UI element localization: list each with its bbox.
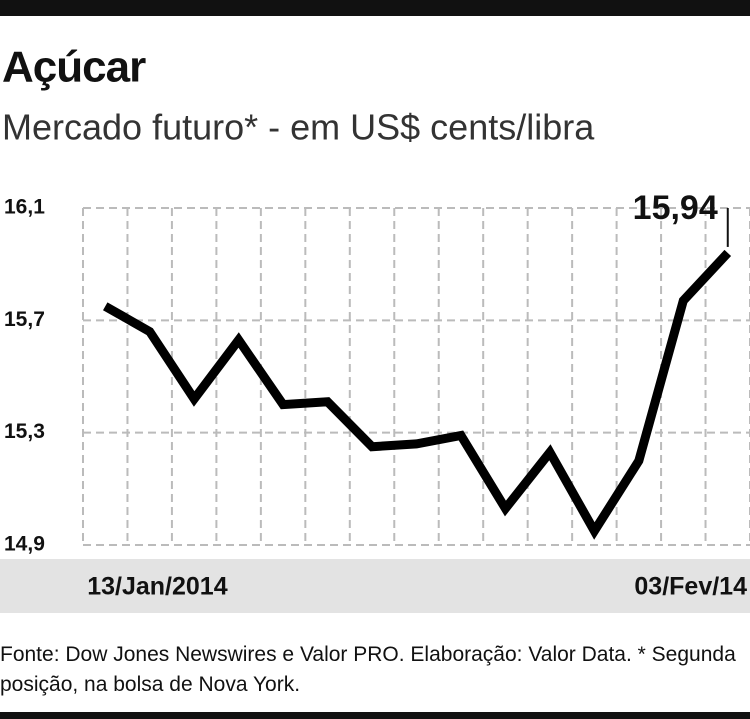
source: Fonte: Dow Jones Newswires e Valor PRO. …	[0, 643, 736, 696]
chart-title: Açúcar	[2, 43, 146, 92]
line	[103, 249, 732, 540]
chart-subtitle: Mercado futuro* - em US$ cents/libra	[2, 107, 595, 148]
x-tick-label: 03/Fev/14	[634, 573, 747, 601]
x-axis-band	[0, 559, 750, 613]
source-box: Fonte: Dow Jones Newswires e Valor PRO. …	[0, 643, 736, 696]
y-tick-label: 16,1	[4, 196, 45, 219]
value-label: 15,94	[633, 189, 718, 227]
bottom-border	[0, 712, 750, 719]
y-tick-label: 15,7	[4, 308, 45, 331]
top-border	[0, 0, 750, 16]
x-tick-label: 13/Jan/2014	[87, 573, 227, 601]
y-tick-label: 15,3	[4, 420, 45, 443]
y-tick-label: 14,9	[4, 533, 45, 556]
